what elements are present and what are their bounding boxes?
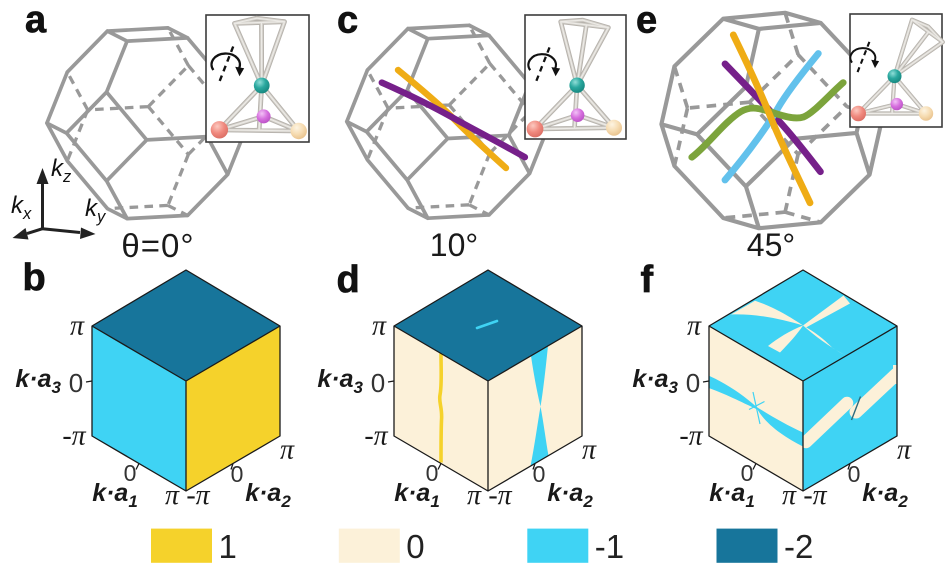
svg-text:10°: 10° [430, 227, 478, 263]
svg-text:0: 0 [848, 461, 861, 487]
svg-text:0: 0 [231, 461, 244, 487]
svg-text:π: π [687, 311, 702, 342]
svg-text:-π: -π [62, 421, 86, 452]
svg-text:0: 0 [371, 368, 385, 398]
svg-text:π: π [897, 435, 912, 466]
svg-text:π: π [280, 435, 295, 466]
svg-text:π: π [70, 311, 85, 342]
svg-text:π: π [372, 311, 387, 342]
svg-text:π: π [467, 480, 482, 511]
svg-text:f: f [641, 259, 654, 301]
svg-text:e: e [636, 0, 657, 42]
svg-text:a: a [25, 0, 47, 41]
svg-text:-π: -π [364, 421, 388, 452]
svg-text:-π: -π [679, 421, 703, 452]
svg-text:0: 0 [741, 460, 754, 486]
svg-text:0: 0 [533, 461, 546, 487]
svg-text:0: 0 [124, 460, 137, 486]
svg-text:0: 0 [406, 528, 424, 565]
svg-text:π: π [582, 435, 597, 466]
svg-text:c: c [337, 0, 358, 42]
svg-text:b: b [23, 257, 46, 299]
svg-text:π: π [165, 480, 180, 511]
svg-text:-2: -2 [784, 528, 813, 565]
svg-text:-1: -1 [595, 528, 624, 565]
svg-text:-π: -π [186, 480, 210, 511]
svg-text:1: 1 [219, 528, 237, 565]
svg-text:45°: 45° [747, 227, 795, 263]
svg-text:θ=0°: θ=0° [121, 227, 194, 264]
svg-text:0: 0 [69, 368, 83, 398]
svg-text:k·a1: k·a1 [92, 479, 138, 511]
svg-text:0: 0 [686, 368, 700, 398]
svg-text:0: 0 [426, 460, 439, 486]
svg-text:d: d [337, 259, 360, 301]
svg-text:π: π [782, 480, 797, 511]
svg-text:-π: -π [803, 480, 827, 511]
svg-text:-π: -π [488, 480, 512, 511]
